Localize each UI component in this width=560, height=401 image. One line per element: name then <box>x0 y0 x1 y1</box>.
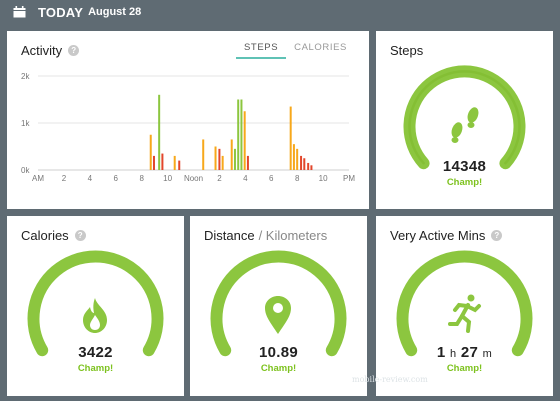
steps-card: Steps 14348 Champ! <box>376 31 553 209</box>
active-hours: 1 <box>436 344 446 361</box>
footsteps-icon <box>451 107 479 143</box>
activity-bar[interactable] <box>161 153 164 170</box>
steps-status: Champ! <box>446 177 483 188</box>
calories-status: Champ! <box>77 363 114 374</box>
active-mins-value: 1 h 27 m <box>376 344 553 361</box>
active-minutes: 27 <box>460 344 479 361</box>
activity-bar[interactable] <box>233 148 236 170</box>
activity-bar[interactable] <box>214 146 217 171</box>
minutes-unit: m <box>482 348 493 360</box>
distance-title-text: Distance <box>204 228 255 243</box>
activity-bar[interactable] <box>221 155 224 170</box>
header-bar: TODAY August 28 <box>0 0 560 24</box>
header-date: August 28 <box>88 6 142 18</box>
running-icon <box>448 294 481 333</box>
activity-bar[interactable] <box>152 155 155 170</box>
active-mins-gauge <box>396 250 533 357</box>
tab-steps[interactable]: STEPS <box>236 42 287 59</box>
activity-bar[interactable] <box>158 94 161 170</box>
activity-bar[interactable] <box>303 158 306 170</box>
tab-calories[interactable]: CALORIES <box>294 42 347 53</box>
activity-bar[interactable] <box>178 160 181 170</box>
activity-bar[interactable] <box>173 155 176 170</box>
x-tick-label: AM <box>32 174 44 183</box>
help-icon[interactable]: ? <box>68 45 80 56</box>
distance-title: Distance / Kilometers <box>204 228 327 243</box>
activity-bar[interactable] <box>296 148 299 170</box>
y-tick-label: 1k <box>21 119 30 128</box>
activity-bar[interactable] <box>237 99 240 171</box>
x-tick-label: 2 <box>217 174 222 183</box>
active-mins-card: Very Active Mins ? 1 h 27 m Champ! <box>376 216 553 396</box>
header-title: TODAY <box>38 4 84 20</box>
activity-bar[interactable] <box>243 111 246 170</box>
steps-title-text: Steps <box>390 43 424 58</box>
activity-card: Activity ? STEPS CALORIES 2k 1k 0k AM 2 4 6 8 10… <box>7 31 369 209</box>
x-tick-label: 4 <box>243 174 248 183</box>
hours-unit: h <box>450 348 457 360</box>
distance-value: 10.89 <box>258 344 299 361</box>
y-tick-label: 0k <box>21 166 30 175</box>
activity-bar[interactable] <box>300 155 303 170</box>
activity-bar[interactable] <box>230 139 233 170</box>
active-mins-status: Champ! <box>446 363 483 374</box>
location-pin-icon <box>265 296 291 334</box>
calories-title-text: Calories <box>21 228 69 243</box>
x-tick-label: 10 <box>163 174 172 183</box>
x-tick-label: 8 <box>295 174 300 183</box>
activity-bar[interactable] <box>202 139 205 170</box>
help-icon[interactable]: ? <box>74 230 86 241</box>
activity-bar[interactable] <box>310 165 313 170</box>
flame-icon <box>83 298 107 333</box>
x-tick-label: 6 <box>114 174 119 183</box>
x-tick-label: 4 <box>88 174 93 183</box>
x-tick-label: PM <box>343 174 355 183</box>
y-tick-label: 2k <box>21 72 30 81</box>
calories-gauge <box>27 250 164 357</box>
activity-bar[interactable] <box>240 99 243 171</box>
activity-title-text: Activity <box>21 43 63 58</box>
steps-gauge <box>403 65 526 170</box>
x-tick-label: 10 <box>319 174 328 183</box>
x-tick-label: 8 <box>139 174 144 183</box>
steps-value: 14348 <box>442 158 487 175</box>
distance-card: Distance / Kilometers 10.89 Champ! <box>190 216 367 396</box>
distance-status: Champ! <box>260 363 297 374</box>
calories-value: 3422 <box>78 344 113 361</box>
activity-bar[interactable] <box>149 134 152 170</box>
activity-bar[interactable] <box>307 162 310 170</box>
activity-bar[interactable] <box>218 148 221 170</box>
calories-title: Calories ? <box>21 228 86 243</box>
activity-tabs: STEPS CALORIES <box>236 42 355 59</box>
activity-title: Activity ? <box>21 43 80 58</box>
calories-card: Calories ? 3422 Champ! <box>7 216 184 396</box>
watermark: mobile-review.com <box>352 375 428 384</box>
steps-title: Steps <box>390 43 423 58</box>
activity-bar[interactable] <box>292 144 295 170</box>
active-mins-title-text: Very Active Mins <box>390 228 486 243</box>
help-icon[interactable]: ? <box>491 230 503 241</box>
calendar-icon[interactable] <box>13 6 26 18</box>
x-tick-label: Noon <box>184 174 203 183</box>
distance-gauge <box>210 250 347 357</box>
x-tick-label: 6 <box>269 174 274 183</box>
x-tick-label: 2 <box>62 174 67 183</box>
activity-bar[interactable] <box>246 155 249 170</box>
distance-unit: / Kilometers <box>258 228 328 243</box>
active-mins-title: Very Active Mins ? <box>390 228 503 243</box>
activity-bar[interactable] <box>289 106 292 170</box>
